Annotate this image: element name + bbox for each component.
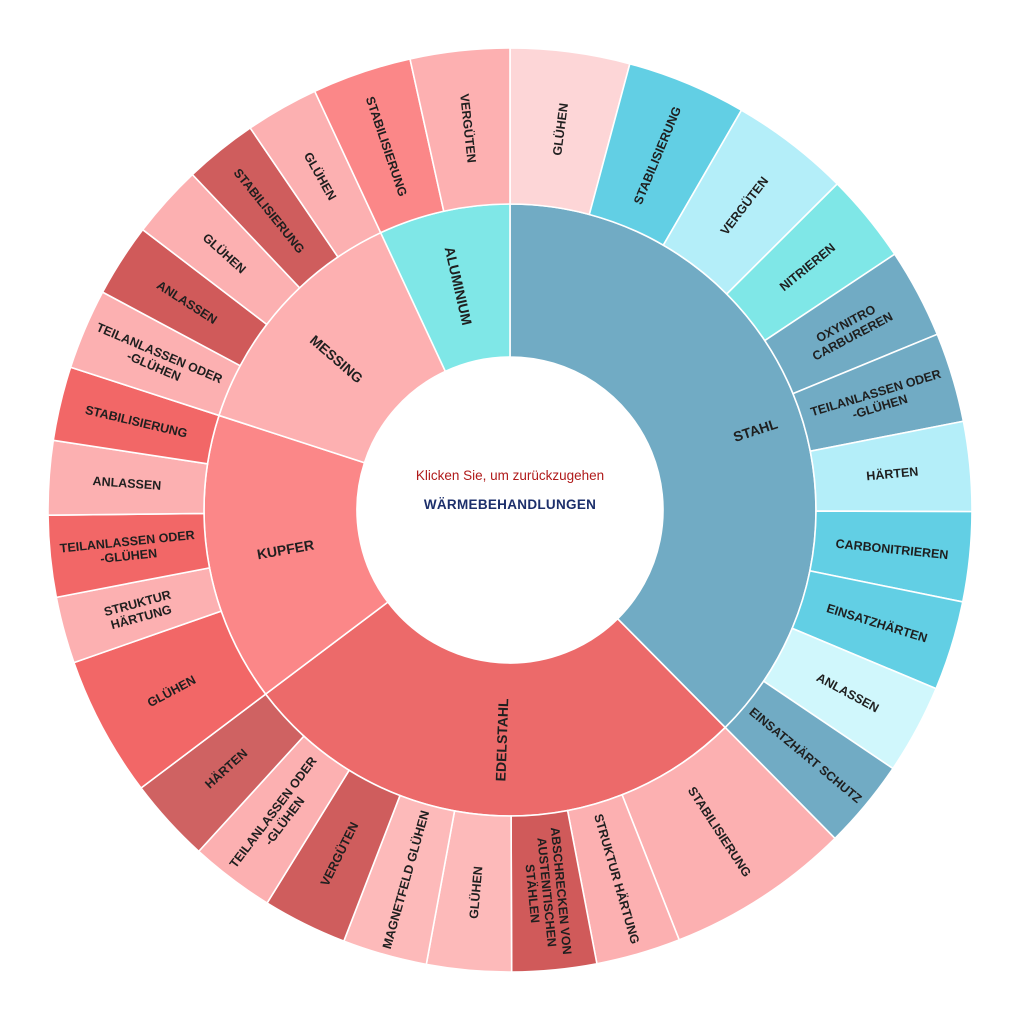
center-hole[interactable] [357, 357, 663, 663]
sunburst-segments [47, 47, 973, 973]
back-link[interactable]: Klicken Sie, um zurückzugehen [416, 468, 604, 483]
segment-aluminium-vergueten-1[interactable] [409, 47, 511, 213]
center-title: WÄRMEBEHANDLUNGEN [424, 497, 596, 512]
